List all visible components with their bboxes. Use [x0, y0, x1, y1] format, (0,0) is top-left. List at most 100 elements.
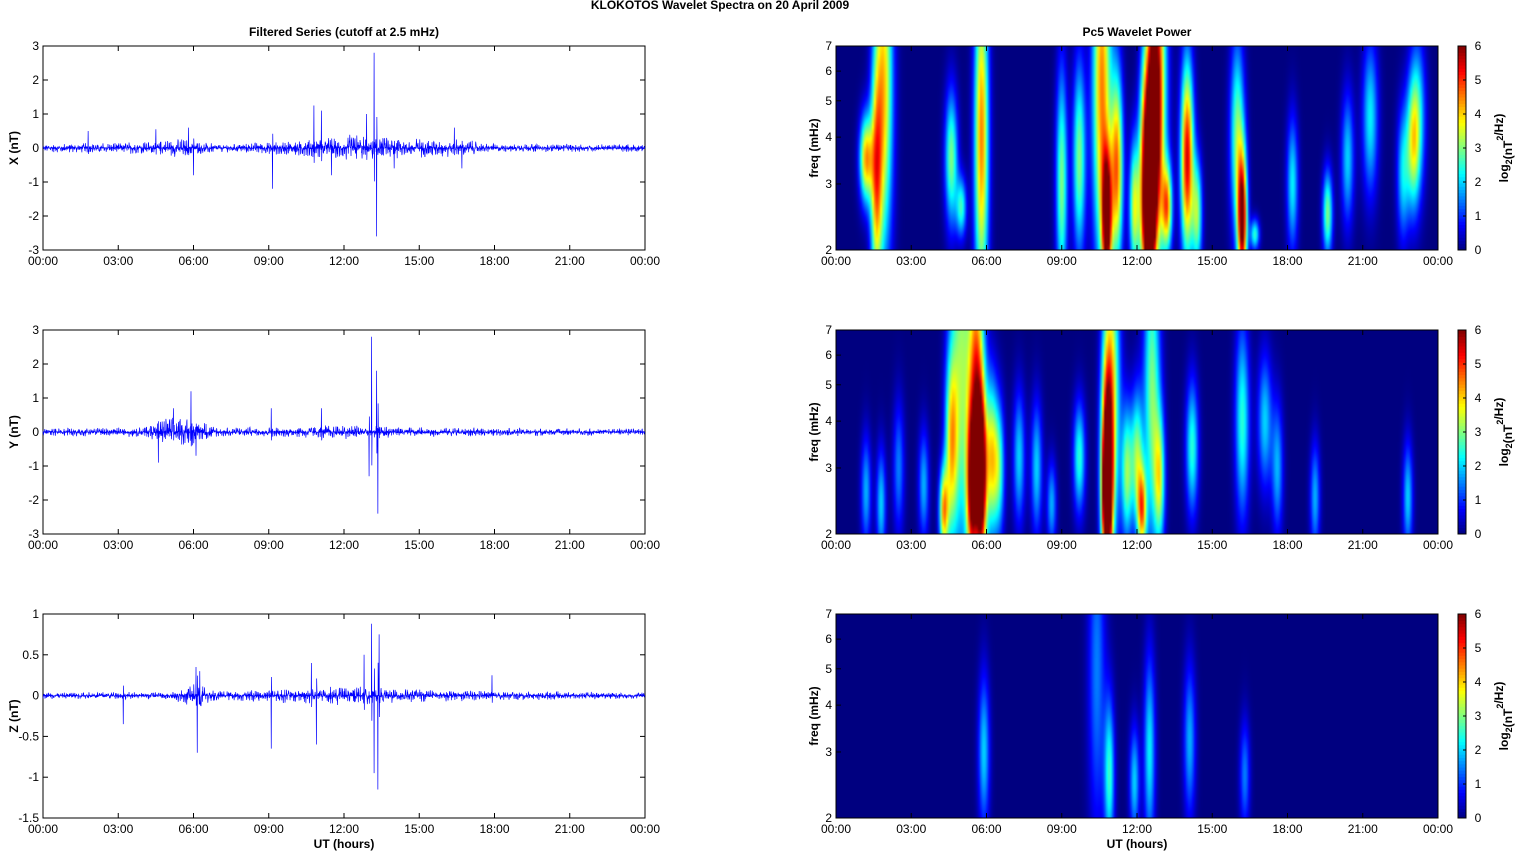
- wavelet-z-colorbar: 6 5 4 3 2 1 0 log2(nT2/Hz): [1457, 607, 1515, 825]
- wavelet-x-colorbar-swatch: [1458, 58, 1466, 63]
- wavelet-y-colorbar-swatch: [1458, 447, 1466, 452]
- wavelet-x-colorbar-swatch: [1458, 154, 1466, 159]
- wavelet-z-colorbar-swatch: [1458, 642, 1466, 647]
- wavelet-x-ytick-label: 3: [825, 177, 832, 191]
- wavelet-y-colorbar-swatch: [1458, 403, 1466, 407]
- wavelet-x-ytick-label: 5: [825, 94, 832, 108]
- wavelet-z-colorbar-swatch: [1458, 782, 1466, 787]
- wavelet-x-colorbar-swatch: [1458, 211, 1466, 216]
- wavelet-y-axes: 00:00 03:00 06:00 09:00 12:00 15:00 18:00 21:00…: [807, 323, 1453, 552]
- wavelet-x-colorbar-swatch: [1458, 116, 1466, 120]
- wavelet-y-colorbar-swatch: [1458, 374, 1466, 379]
- wavelet-x-colorbar-swatch: [1458, 74, 1466, 79]
- wavelet-y-colorbar-swatch: [1458, 396, 1466, 401]
- wavelet-y-ytick-label: 7: [825, 323, 832, 337]
- wavelet-z-ytick-label: 5: [825, 662, 832, 676]
- wavelet-y-colorbar-tick-label: 0: [1475, 527, 1482, 541]
- wavelet-y-colorbar-tick-label: 3: [1475, 425, 1482, 439]
- wavelet-y-xtick-label: 09:00: [1047, 538, 1077, 552]
- wavelet-x-colorbar-swatch: [1458, 125, 1466, 130]
- series-x-xtick-label: 15:00: [404, 254, 434, 268]
- wavelet-z-colorbar-swatch: [1458, 617, 1466, 621]
- right-column-title: Pc5 Wavelet Power: [1083, 25, 1192, 39]
- wavelet-y-colorbar-swatch: [1458, 524, 1466, 529]
- series-z-xtick-label: 03:00: [103, 822, 133, 836]
- wavelet-x-colorbar-swatch: [1458, 141, 1466, 146]
- right-xlabel: UT (hours): [1107, 837, 1168, 851]
- wavelet-x-colorbar-swatch: [1458, 176, 1466, 181]
- wavelet-y-colorbar-swatch: [1458, 387, 1466, 392]
- wavelet-z-colorbar-swatch: [1458, 636, 1466, 640]
- wavelet-z-colorbar-tick-label: 6: [1475, 607, 1482, 621]
- wavelet-y-xtick-label: 00:00: [821, 538, 851, 552]
- series-y-xtick-label: 18:00: [479, 538, 509, 552]
- wavelet-x-colorbar-swatch: [1458, 100, 1466, 104]
- series-z-ylabel: Z (nT): [7, 699, 21, 732]
- series-x-trace: [42, 52, 646, 237]
- wavelet-y-colorbar-tick-label: 2: [1475, 459, 1482, 473]
- series-y-ytick-label: 1: [32, 391, 39, 405]
- wavelet-x-colorbar: 6 5 4 3 2 1 0 log2(nT2/Hz): [1457, 39, 1515, 257]
- wavelet-z-colorbar-swatch: [1458, 712, 1466, 717]
- wavelet-y-colorbar-swatch: [1458, 486, 1466, 490]
- wavelet-y-colorbar-swatch: [1458, 435, 1466, 439]
- wavelet-x-colorbar-swatch: [1458, 103, 1466, 108]
- wavelet-z-colorbar-swatch: [1458, 747, 1466, 752]
- wavelet-z-colorbar-swatch: [1458, 776, 1466, 781]
- wavelet-z-colorbar-tick-label: 5: [1475, 641, 1482, 655]
- wavelet-y-colorbar-swatch: [1458, 441, 1466, 446]
- wavelet-x-colorbar-swatch: [1458, 46, 1466, 50]
- series-y-xtick-label: 15:00: [404, 538, 434, 552]
- wavelet-z-ytick-label: 3: [825, 745, 832, 759]
- wavelet-y-colorbar-swatch: [1458, 330, 1466, 334]
- wavelet-y-colorbar-tick-label: 4: [1475, 391, 1482, 405]
- wavelet-z-colorbar-swatch: [1458, 798, 1466, 803]
- wavelet-x-colorbar-swatch: [1458, 68, 1466, 72]
- series-y-xtick-label: 12:00: [329, 538, 359, 552]
- wavelet-x-colorbar-tick-label: 1: [1475, 209, 1482, 223]
- wavelet-x-xtick-label: 00:00: [1423, 254, 1453, 268]
- wavelet-x-colorbar-swatch: [1458, 214, 1466, 219]
- wavelet-y-colorbar-swatch: [1458, 400, 1466, 404]
- wavelet-y-colorbar-swatch: [1458, 467, 1466, 471]
- wavelet-x-xtick-label: 06:00: [971, 254, 1001, 268]
- wavelet-y-colorbar-swatch: [1458, 492, 1466, 497]
- wavelet-z-colorbar-swatch: [1458, 722, 1466, 727]
- wavelet-y-xtick-label: 00:00: [1423, 538, 1453, 552]
- wavelet-y-colorbar-swatch: [1458, 339, 1466, 344]
- wavelet-y-colorbar-swatch: [1458, 393, 1466, 398]
- wavelet-z-colorbar-label: log2(nT2/Hz): [1492, 682, 1515, 751]
- wavelet-z-heatmap: [836, 614, 1438, 818]
- wavelet-y-colorbar-swatch: [1458, 498, 1466, 503]
- wavelet-y-ytick-label: 2: [825, 527, 832, 541]
- wavelet-z-colorbar-swatch: [1458, 795, 1466, 800]
- series-x-xtick-label: 00:00: [630, 254, 660, 268]
- wavelet-y-colorbar-swatch: [1458, 451, 1466, 455]
- wavelet-y-colorbar: 6 5 4 3 2 1 0 log2(nT2/Hz): [1457, 323, 1515, 541]
- wavelet-z-colorbar-swatch: [1458, 652, 1466, 656]
- wavelet-y-colorbar-swatch: [1458, 438, 1466, 443]
- wavelet-z-colorbar-swatch: [1458, 760, 1466, 765]
- wavelet-z-colorbar-swatch: [1458, 687, 1466, 691]
- wavelet-y-colorbar-swatch: [1458, 377, 1466, 382]
- series-z-xtick-label: 00:00: [630, 822, 660, 836]
- series-x-ytick-label: -2: [28, 209, 39, 223]
- wavelet-z-colorbar-swatch: [1458, 763, 1466, 768]
- wavelet-y-colorbar-swatch: [1458, 495, 1466, 500]
- series-z-axes: 00:00 03:00 06:00 09:00 12:00 15:00 18:00 21:00…: [7, 607, 660, 836]
- wavelet-x-colorbar-tick-label: 4: [1475, 107, 1482, 121]
- wavelet-x-colorbar-swatch: [1458, 205, 1466, 210]
- wavelet-z-colorbar-swatch: [1458, 674, 1466, 679]
- wavelet-z-xtick-label: 00:00: [821, 822, 851, 836]
- wavelet-x-colorbar-swatch: [1458, 243, 1466, 248]
- wavelet-x-colorbar-swatch: [1458, 138, 1466, 143]
- wavelet-x-colorbar-swatch: [1458, 148, 1466, 152]
- series-x-xtick-label: 21:00: [555, 254, 585, 268]
- wavelet-z-ytick-label: 2: [825, 811, 832, 825]
- wavelet-z-colorbar-swatch: [1458, 703, 1466, 707]
- wavelet-y-colorbar-swatch: [1458, 368, 1466, 372]
- wavelet-y-ytick-label: 6: [825, 348, 832, 362]
- wavelet-z-colorbar-swatch: [1458, 671, 1466, 676]
- wavelet-y-colorbar-label: log2(nT2/Hz): [1492, 398, 1515, 467]
- wavelet-y-heatmap: [836, 330, 1438, 534]
